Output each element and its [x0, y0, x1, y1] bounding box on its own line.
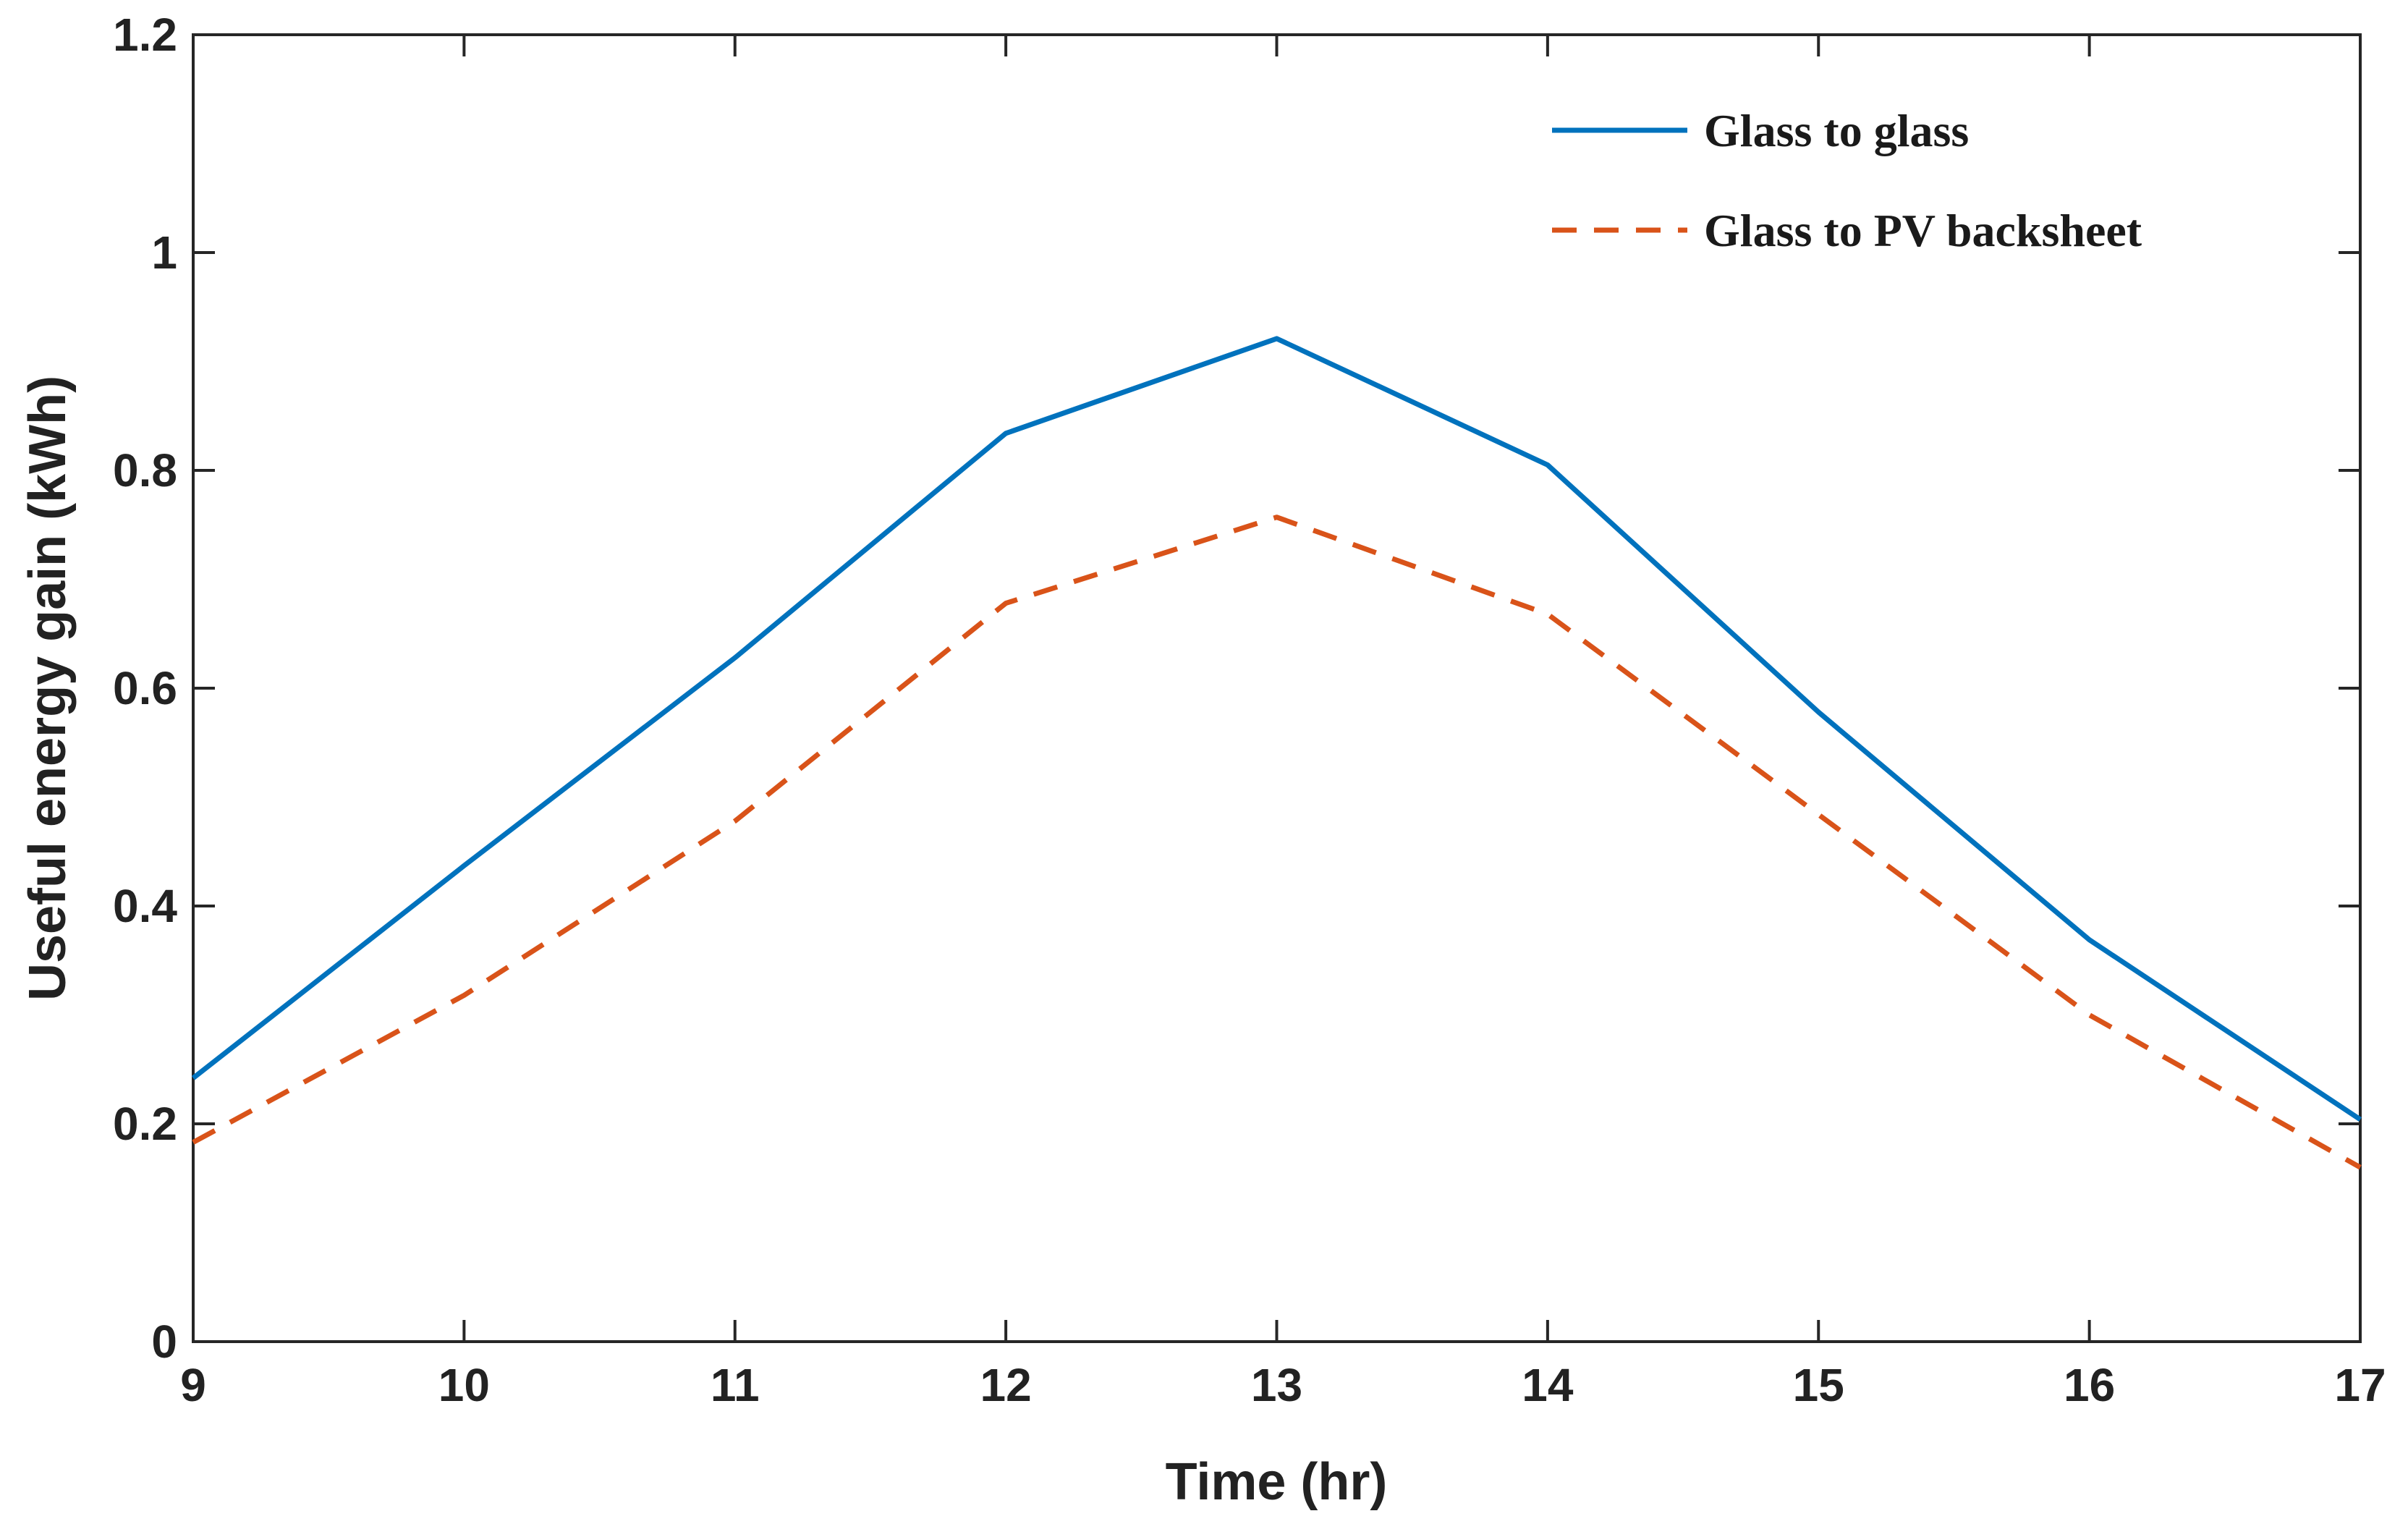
y-axis-label: Useful energy gain (kWh): [19, 376, 77, 1001]
y-tick-label: 0.6: [113, 662, 177, 714]
legend-label-2: Glass to PV backsheet: [1704, 205, 2142, 256]
y-tick-label: 1.2: [113, 9, 177, 61]
series-layer: [191, 336, 2362, 1170]
legend: Glass to glass Glass to PV backsheet: [1552, 105, 2142, 256]
series-line-1: [191, 336, 2362, 1122]
x-tick-label: 9: [180, 1359, 206, 1411]
x-tick-label: 13: [1251, 1359, 1302, 1411]
y-tick-label: 0: [151, 1316, 177, 1368]
x-axis-label: Time (hr): [1166, 1453, 1388, 1511]
plot-area: [192, 33, 2362, 1343]
y-tick-label: 0.8: [113, 444, 177, 496]
x-axis-ticks: 9 10 11 12 13 14 15 16 17: [180, 35, 2386, 1411]
y-tick-label: 0.2: [113, 1098, 177, 1150]
x-tick-label: 14: [1522, 1359, 1574, 1411]
series-line-2: [192, 515, 2362, 1170]
legend-label-1: Glass to glass: [1704, 105, 1969, 156]
x-tick-label: 12: [980, 1359, 1032, 1411]
x-tick-label: 10: [438, 1359, 490, 1411]
y-axis-ticks: 0 0.2 0.4 0.6 0.8 1 1.2: [113, 9, 2360, 1368]
y-tick-label: 1: [151, 227, 177, 279]
x-tick-label: 11: [711, 1359, 760, 1411]
x-tick-label: 16: [2064, 1359, 2115, 1411]
x-tick-label: 15: [1793, 1359, 1844, 1411]
y-tick-label: 0.4: [113, 880, 177, 932]
x-tick-label: 17: [2334, 1359, 2386, 1411]
